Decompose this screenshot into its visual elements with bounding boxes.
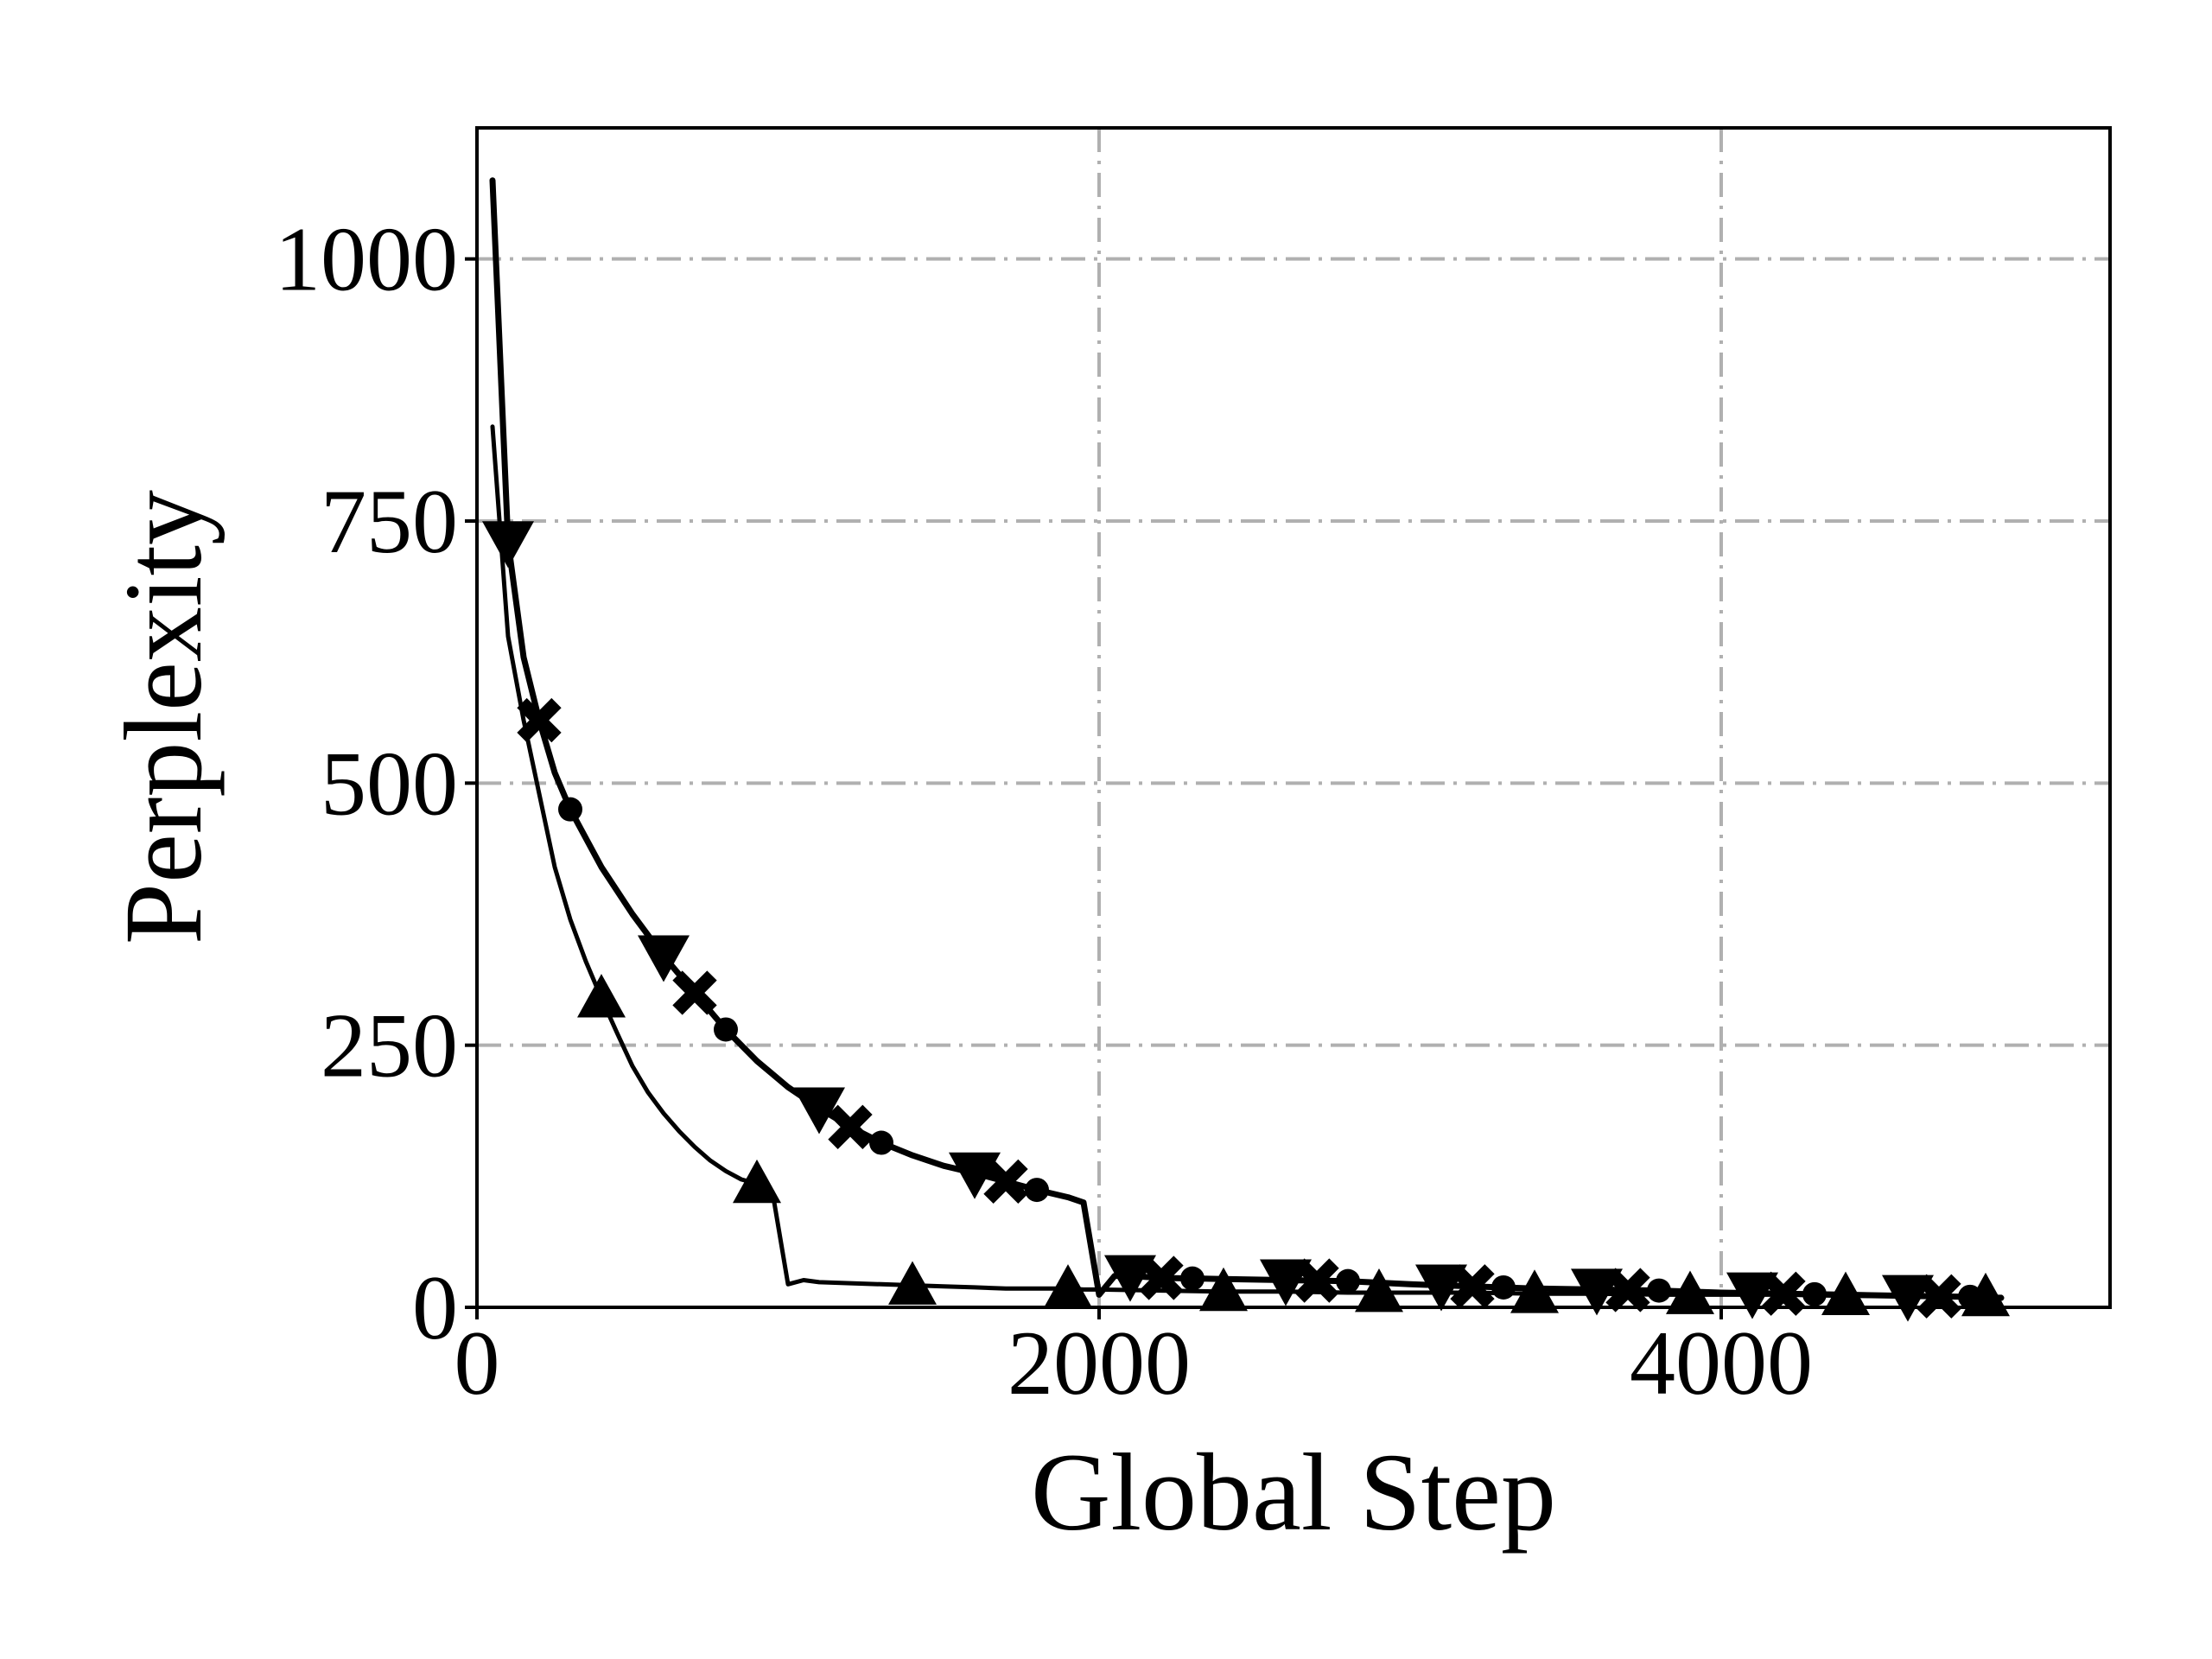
- series-2-dot-marker-1: [714, 1017, 738, 1042]
- cross-stroke-b: [1761, 1271, 1806, 1316]
- y-tick-label-750: 750: [321, 471, 458, 572]
- cross-stroke-b: [672, 970, 717, 1015]
- series-2-cross-marker-3: [983, 1159, 1028, 1205]
- series-2-cross-marker-6: [1450, 1264, 1495, 1309]
- cross-stroke-b: [1139, 1255, 1184, 1300]
- x-axis-title: Global Step: [1031, 1431, 1556, 1554]
- cross-stroke-b: [1450, 1264, 1495, 1309]
- series-2-cross-marker-4: [1139, 1255, 1184, 1300]
- series-line-2: [489, 177, 2005, 1301]
- series-2-cross-marker-8: [1761, 1271, 1806, 1316]
- y-tick-label-500: 500: [321, 733, 458, 834]
- axis-ticks: 0 2000 4000 0 250 500 750 1000: [275, 209, 1813, 1414]
- series-1-marker-5: [1355, 1268, 1403, 1313]
- series-2-cross-marker-1: [672, 970, 717, 1015]
- series-group: [482, 177, 2010, 1322]
- series-2-dot-marker-7: [1647, 1278, 1671, 1303]
- y-tick-label-1000: 1000: [275, 209, 458, 310]
- cross-stroke-b: [1294, 1258, 1339, 1303]
- series-2-cross-marker-0: [517, 697, 562, 743]
- series-1-marker-4: [1199, 1267, 1248, 1312]
- y-axis-title: Perplexity: [102, 490, 225, 944]
- x-tick-label-4000: 4000: [1630, 1313, 1813, 1414]
- cross-stroke-b: [983, 1159, 1028, 1205]
- series-2-cross-marker-7: [1605, 1268, 1650, 1313]
- series-1-marker-0: [577, 974, 626, 1018]
- plot-frame: [475, 126, 2112, 1309]
- series-2-dot-marker-5: [1336, 1268, 1360, 1294]
- series-2-dot-marker-8: [1802, 1281, 1827, 1306]
- cross-stroke-b: [1605, 1268, 1650, 1313]
- cross-stroke-b: [828, 1104, 873, 1149]
- series-2-marker-2: [793, 1087, 845, 1135]
- series-line-1: [490, 424, 2004, 1300]
- x-tick-label-0: 0: [454, 1313, 500, 1414]
- grid-lines: [477, 128, 2110, 1307]
- series-1-marker-1: [733, 1159, 781, 1204]
- series-2-dot-marker-3: [1025, 1178, 1049, 1203]
- series-2-marker-3: [949, 1152, 1001, 1199]
- series-2-cross-marker-5: [1294, 1258, 1339, 1303]
- series-2-dot-marker-6: [1491, 1274, 1516, 1300]
- series-2-dot-marker-2: [869, 1130, 893, 1155]
- series-2-dot-marker-0: [558, 797, 582, 822]
- series-2-dot-marker-4: [1180, 1266, 1205, 1291]
- series-1-marker-2: [888, 1261, 937, 1305]
- series-2-marker-0: [482, 521, 534, 569]
- series-1-marker-3: [1044, 1264, 1092, 1308]
- cross-stroke-b: [517, 697, 562, 743]
- series-2-cross-marker-2: [828, 1104, 873, 1149]
- series-2-dot-marker-9: [1958, 1284, 1982, 1309]
- y-tick-label-0: 0: [412, 1257, 458, 1358]
- series-2-marker-1: [638, 935, 690, 982]
- y-tick-label-250: 250: [321, 995, 458, 1096]
- x-tick-label-2000: 2000: [1007, 1313, 1191, 1414]
